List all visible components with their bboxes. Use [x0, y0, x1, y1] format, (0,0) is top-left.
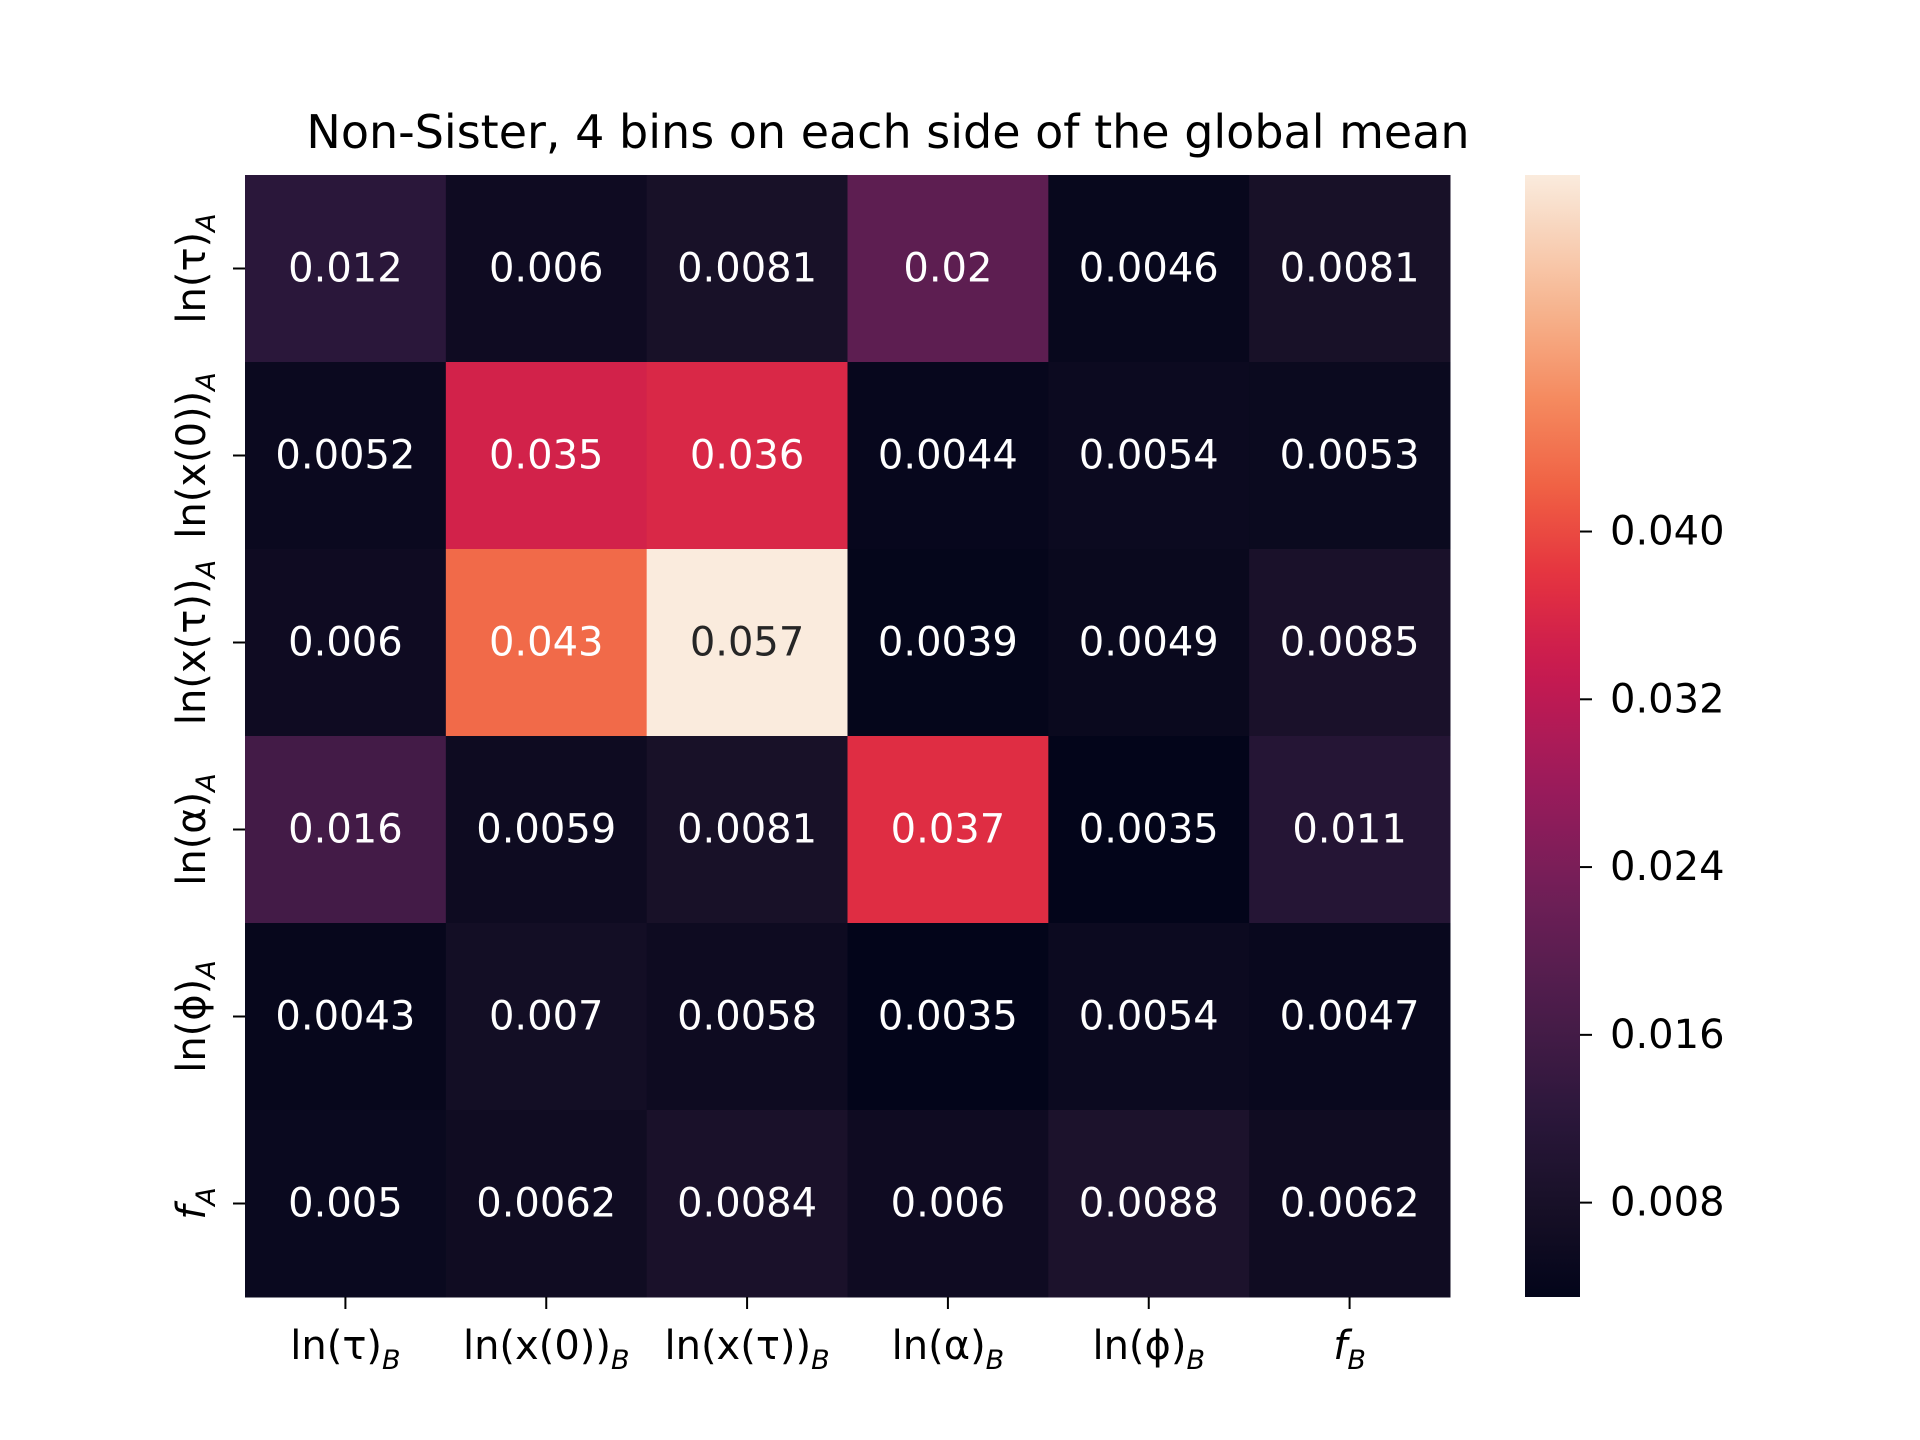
heatmap-cell: [1048, 923, 1250, 1111]
heatmap-cell: [847, 549, 1049, 737]
heatmap-cell: [245, 549, 447, 737]
heatmap-cell: [245, 175, 447, 363]
cell-value-label: 0.043: [489, 620, 604, 666]
y-tick-label: ln(ϕ)A: [169, 960, 222, 1073]
heatmap-cell: [245, 362, 447, 550]
heatmap-cell: [1048, 549, 1250, 737]
x-tick-label: ln(x(τ))B: [664, 1323, 829, 1376]
heatmap-cell: [847, 923, 1049, 1111]
colorbar: 0.008 0.016 0.024 0.032 0.040: [1525, 175, 1725, 1297]
chart-title: Non-Sister, 4 bins on each side of the g…: [306, 105, 1469, 159]
cell-value-label: 0.006: [288, 620, 403, 666]
y-tick-label: ln(α)A: [169, 773, 222, 886]
heatmap-cell: [646, 549, 848, 737]
cell-value-label: 0.0047: [1280, 994, 1420, 1040]
cell-value-label: 0.035: [489, 433, 604, 479]
cell-value-label: 0.036: [690, 433, 805, 479]
cell-value-label: 0.0059: [476, 807, 616, 853]
cell-value-label: 0.0044: [878, 433, 1018, 479]
cell-value-label: 0.0088: [1079, 1181, 1219, 1227]
heatmap-cell: [646, 175, 848, 363]
heatmap-cell: [445, 175, 648, 363]
cell-value-label: 0.0053: [1280, 433, 1420, 479]
cell-value-label: 0.0058: [677, 994, 817, 1040]
heatmap-cell: [445, 1110, 648, 1298]
y-tick-label: ln(τ)A: [169, 213, 222, 323]
heatmap-cell: [1249, 175, 1451, 363]
heatmap-cell: [847, 736, 1049, 924]
cell-value-label: 0.0054: [1079, 433, 1219, 479]
heatmap-cell: [1249, 362, 1451, 550]
colorbar-gradient: [1525, 175, 1580, 1297]
heatmap-cell: [1249, 736, 1451, 924]
heatmap-cell: [245, 1110, 447, 1298]
cell-value-label: 0.012: [288, 246, 403, 292]
cell-value-label: 0.02: [903, 246, 992, 292]
heatmap-cell: [646, 736, 848, 924]
heatmap-cell: [646, 1110, 848, 1298]
y-tick-label: ln(x(τ))A: [169, 560, 222, 725]
colorbar-tick-label: 0.024: [1610, 844, 1725, 890]
heatmap-cell: [847, 175, 1049, 363]
heatmap-cell: [847, 362, 1049, 550]
y-tick-label: fA: [169, 1187, 222, 1220]
cell-value-label: 0.0049: [1079, 620, 1219, 666]
colorbar-tick-label: 0.008: [1610, 1180, 1725, 1226]
heatmap-cell: [1048, 362, 1250, 550]
cell-value-label: 0.0084: [677, 1181, 817, 1227]
cell-value-label: 0.0081: [1280, 246, 1420, 292]
heatmap-cell: [245, 736, 447, 924]
y-axis-ticks: ln(τ)A ln(x(0))A ln(x(τ))A ln(α)A ln(ϕ)A fA: [169, 213, 245, 1220]
x-tick-label: ln(ϕ)B: [1092, 1323, 1205, 1376]
cell-value-label: 0.0054: [1079, 994, 1219, 1040]
cell-value-label: 0.006: [489, 246, 604, 292]
cell-value-label: 0.0081: [677, 246, 817, 292]
cell-value-label: 0.0052: [275, 433, 415, 479]
heatmap-cells: [245, 175, 1451, 1298]
cell-value-label: 0.011: [1292, 807, 1407, 853]
cell-value-label: 0.057: [690, 620, 805, 666]
heatmap-cell: [1048, 736, 1250, 924]
cell-value-label: 0.016: [288, 807, 403, 853]
heatmap-cell: [646, 362, 848, 550]
cell-value-label: 0.0035: [878, 994, 1018, 1040]
x-tick-label: ln(τ)B: [290, 1323, 400, 1376]
colorbar-tick-label: 0.032: [1610, 676, 1725, 722]
cell-value-label: 0.0043: [275, 994, 415, 1040]
heatmap-cell: [445, 362, 648, 550]
colorbar-tick-label: 0.040: [1610, 509, 1725, 555]
x-axis-ticks: ln(τ)B ln(x(0))B ln(x(τ))B ln(α)B ln(ϕ)B fB: [290, 1297, 1366, 1376]
cell-value-label: 0.0039: [878, 620, 1018, 666]
heatmap-cell: [646, 923, 848, 1111]
x-tick-label: ln(x(0))B: [463, 1323, 630, 1376]
heatmap-cell: [1048, 175, 1250, 363]
heatmap-cell: [445, 736, 648, 924]
cell-value-label: 0.0062: [476, 1181, 616, 1227]
cell-value-label: 0.0035: [1079, 807, 1219, 853]
cell-value-label: 0.0081: [677, 807, 817, 853]
heatmap-cell: [445, 549, 648, 737]
cell-value-label: 0.0046: [1079, 246, 1219, 292]
y-tick-label: ln(x(0))A: [169, 372, 222, 539]
x-tick-label: ln(α)B: [892, 1323, 1005, 1376]
heatmap-cell: [1048, 1110, 1250, 1298]
heatmap-cell: [1249, 1110, 1451, 1298]
heatmap-cell: [445, 923, 648, 1111]
heatmap-cell: [1249, 549, 1451, 737]
cell-value-label: 0.0085: [1280, 620, 1420, 666]
heatmap-value-labels: 0.012 0.006 0.0081 0.02 0.0046 0.0081 0.0052 0.…: [275, 246, 1419, 1227]
heatmap-cell: [245, 923, 447, 1111]
cell-value-label: 0.0062: [1280, 1181, 1420, 1227]
cell-value-label: 0.005: [288, 1181, 403, 1227]
heatmap-cell: [1249, 923, 1451, 1111]
colorbar-tick-label: 0.016: [1610, 1012, 1725, 1058]
cell-value-label: 0.007: [489, 994, 604, 1040]
heatmap-cell: [847, 1110, 1049, 1298]
x-tick-label: fB: [1333, 1323, 1366, 1376]
cell-value-label: 0.037: [891, 807, 1006, 853]
cell-value-label: 0.006: [891, 1181, 1006, 1227]
